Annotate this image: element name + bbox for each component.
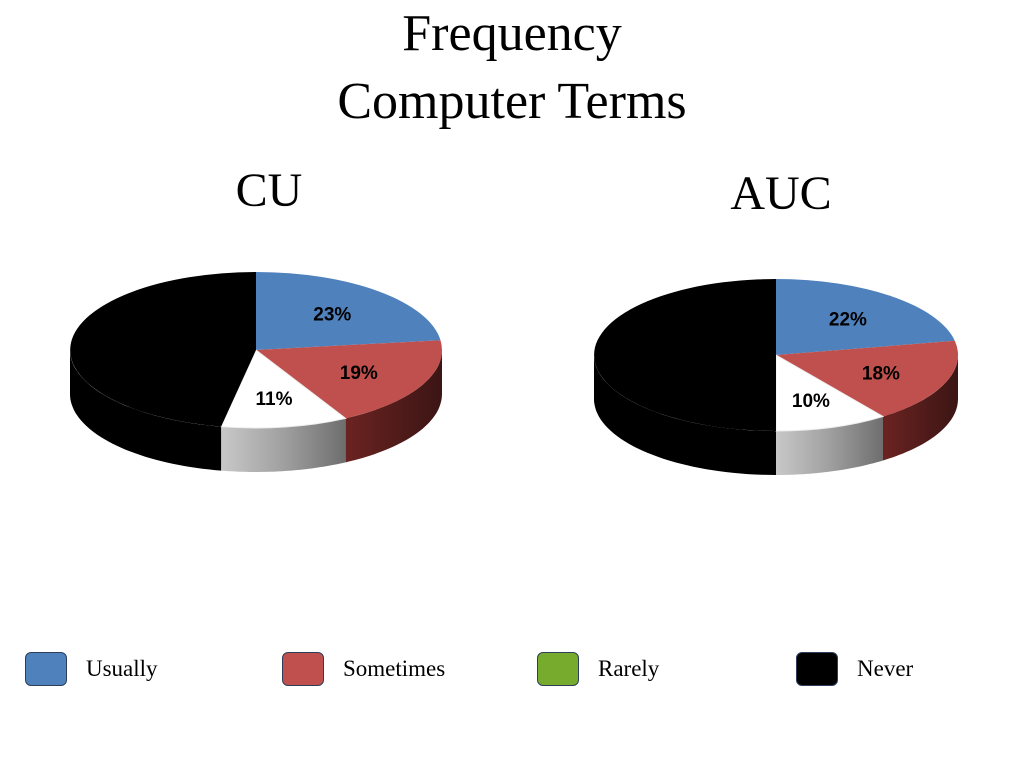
legend-label-usually: Usually	[86, 656, 158, 681]
pie-title-cu: CU	[235, 164, 303, 217]
pie-auc: 22% 18% 10%	[594, 279, 959, 475]
legend-swatch-rarely	[537, 652, 579, 686]
chart-title-line-2: Computer Terms	[337, 73, 687, 130]
data-label-rarely: 11%	[256, 389, 293, 410]
data-label-usually: 23%	[313, 305, 351, 326]
legend-item-sometimes: Sometimes	[282, 650, 445, 688]
data-label-sometimes: 19%	[340, 363, 378, 384]
pie-slice-rarely	[220, 349, 347, 429]
legend-item-never: Never	[796, 650, 913, 688]
pie-title-auc: AUC	[730, 167, 832, 220]
pie-cu: 23% 19% 11%	[70, 272, 442, 472]
pie-slice-rarely	[775, 354, 885, 432]
legend-swatch-usually	[25, 652, 67, 686]
pie-slice-usually	[776, 279, 955, 355]
pie-slice-sometimes	[256, 340, 442, 419]
legend-label-rarely: Rarely	[598, 656, 660, 681]
chart-title-line-1: Frequency	[402, 5, 622, 62]
pie-side-never	[70, 350, 222, 471]
pie-side-sometimes	[883, 355, 958, 461]
pie-slice-sometimes	[776, 340, 959, 417]
legend-item-rarely: Rarely	[537, 650, 659, 688]
pie-slice-usually	[256, 272, 441, 350]
pie-side-rarely	[221, 418, 346, 472]
pie-slice-never	[70, 272, 256, 427]
legend-item-usually: Usually	[25, 650, 158, 688]
pie-side-never	[594, 355, 776, 475]
legend-swatch-never	[796, 652, 838, 686]
data-label-rarely: 10%	[792, 391, 830, 412]
pie-side-sometimes	[345, 350, 442, 463]
data-label-sometimes: 18%	[862, 363, 900, 384]
legend-swatch-sometimes	[282, 652, 324, 686]
data-label-usually: 22%	[829, 310, 867, 331]
pie-side-rarely	[776, 416, 883, 475]
legend-label-sometimes: Sometimes	[343, 656, 446, 681]
pie-slice-never	[594, 279, 776, 431]
legend-label-never: Never	[857, 656, 914, 681]
